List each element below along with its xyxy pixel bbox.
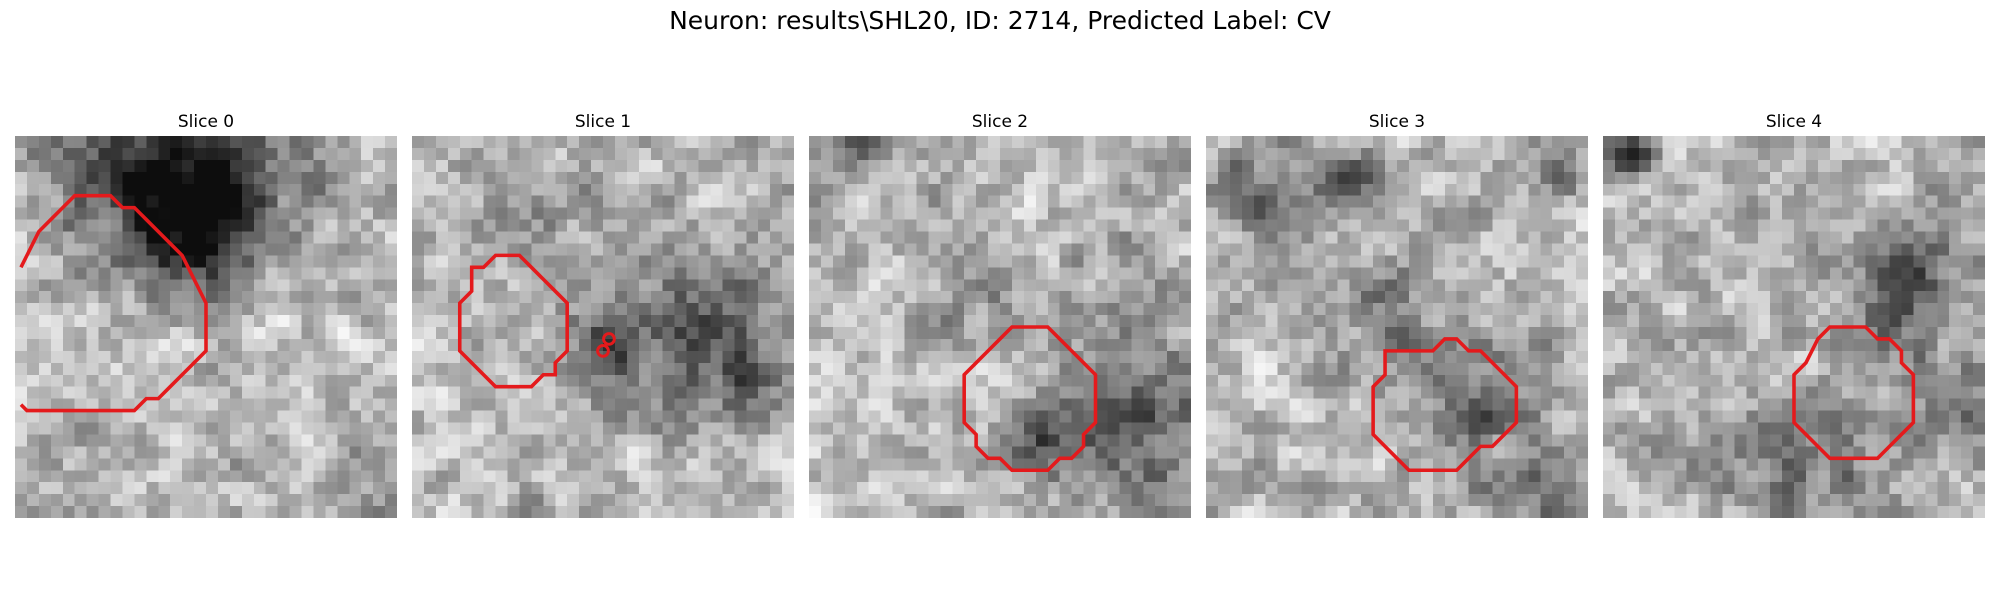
figure-title: Neuron: results\SHL20, ID: 2714, Predict… [669,6,1331,35]
slice-title: Slice 0 [177,112,235,132]
slice-image [809,136,1191,518]
slice-image [1206,136,1588,518]
slice-panel-4: Slice 4 [1601,108,1987,518]
slice-panel-2: Slice 2 [807,108,1193,518]
slice-panel-1: Slice 1 [410,108,796,518]
slice-title: Slice 3 [1368,112,1426,132]
slice-title: Slice 2 [971,112,1029,132]
slice-panel-3: Slice 3 [1204,108,1590,518]
slice-panel-0: Slice 0 [13,108,399,518]
slice-title: Slice 1 [574,112,632,132]
slice-title: Slice 4 [1765,112,1823,132]
slice-image [412,136,794,518]
slice-image [15,136,397,518]
slice-image [1603,136,1985,518]
